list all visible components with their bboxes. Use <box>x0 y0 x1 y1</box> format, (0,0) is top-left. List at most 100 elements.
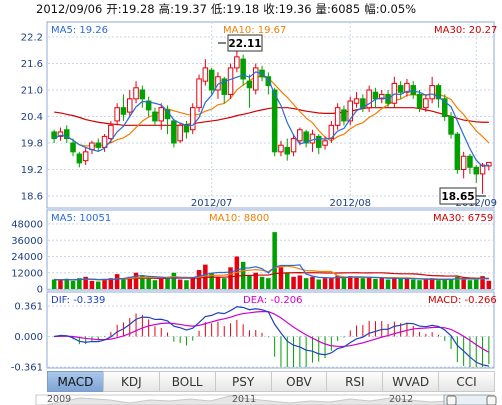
macd-y-tick-label: -0.361 <box>11 363 43 374</box>
macd-y-tick-label: 0.361 <box>14 302 43 313</box>
tab-macd[interactable]: MACD <box>47 371 104 392</box>
price-y-tick-label: 21.0 <box>21 86 43 97</box>
volume-bar <box>51 279 57 289</box>
volume-bar <box>329 277 334 289</box>
volume-bar <box>354 276 359 289</box>
candle-body <box>423 98 429 109</box>
volume-bar <box>341 278 347 289</box>
volume-y-ticks: 48000 36000 24000 12000 0 <box>11 220 43 296</box>
volume-bar <box>486 280 492 289</box>
volume-bar <box>436 280 441 289</box>
ma10-line-layer <box>53 75 490 147</box>
volume-ma5-line <box>54 264 489 281</box>
tab-cci[interactable]: CCI <box>438 371 495 392</box>
candle-body <box>158 107 165 122</box>
candle-body <box>410 85 417 95</box>
svg-text:22.11: 22.11 <box>228 38 261 50</box>
volume-y-tick-label: 12000 <box>11 268 43 279</box>
macd-legend-dif: DIF: -0.339 <box>51 295 105 306</box>
navigator-year-2012: 2012 <box>389 394 413 405</box>
candle-body <box>429 85 435 100</box>
volume-bar <box>209 272 214 289</box>
candle-body <box>372 91 379 100</box>
candle-body <box>391 82 398 104</box>
candle-body <box>353 98 360 104</box>
candle-body <box>284 146 291 155</box>
volume-bar <box>448 278 454 289</box>
navigator-left-handle[interactable] <box>446 395 457 405</box>
candle-body <box>108 124 114 140</box>
dea-line <box>54 310 490 353</box>
volume-bar <box>366 276 372 289</box>
volume-bar <box>284 272 290 289</box>
volume-bar <box>417 280 422 289</box>
volume-bar <box>404 278 410 289</box>
volume-bar <box>102 279 107 289</box>
candle-body <box>202 67 209 82</box>
candle-body <box>183 124 190 133</box>
volume-bar <box>171 272 177 289</box>
navigator-right-handle[interactable] <box>486 395 497 405</box>
volume-bar <box>108 278 114 289</box>
candle-body <box>271 89 278 153</box>
macd-y-tick-label: 0.000 <box>14 332 43 343</box>
volume-bar <box>410 279 416 289</box>
candle-body <box>435 85 442 100</box>
candle-body <box>82 151 89 162</box>
candle-body <box>114 107 120 122</box>
dif-line <box>54 306 489 367</box>
candle-body <box>70 142 76 153</box>
candle-body <box>145 100 152 111</box>
candle-body <box>341 109 347 122</box>
candle-body <box>133 87 139 100</box>
high-annotation: 22.11 <box>218 34 263 52</box>
price-y-tick-label: 21.6 <box>21 59 43 70</box>
volume-bar <box>95 281 101 289</box>
macd-lines <box>54 306 490 367</box>
tab-psy[interactable]: PSY <box>214 371 272 392</box>
tab-kdj[interactable]: KDJ <box>102 371 160 392</box>
svg-text:18.65: 18.65 <box>441 191 474 203</box>
candle-body <box>441 98 448 118</box>
navigator-year-2011: 2011 <box>232 394 256 405</box>
volume-bar <box>423 279 429 289</box>
volume-bar <box>455 276 460 289</box>
candle-body <box>139 89 146 100</box>
candle-body <box>454 133 461 171</box>
indicator-tabs: MACD KDJ BOLL PSY OBV RSI WVAD CCI <box>47 371 495 392</box>
tab-rsi[interactable]: RSI <box>326 371 384 392</box>
volume-bar <box>266 278 271 289</box>
price-panel-frame <box>46 21 495 209</box>
tab-obv[interactable]: OBV <box>270 371 328 392</box>
candle-body <box>63 129 70 140</box>
tab-wvad[interactable]: WVAD <box>382 371 440 392</box>
volume-bar <box>114 274 120 289</box>
volume-bar <box>77 278 82 289</box>
candle-body <box>152 111 158 122</box>
volume-bar <box>310 276 315 289</box>
candle-body <box>278 144 284 153</box>
volume-legend-ma10: MA10: 8800 <box>209 213 269 224</box>
candle-body <box>297 129 303 142</box>
volume-bar <box>89 280 95 289</box>
candle-body <box>171 120 177 144</box>
candle-body <box>460 155 467 170</box>
tab-boll[interactable]: BOLL <box>158 371 216 392</box>
candle-body <box>479 164 486 175</box>
volume-bar <box>58 280 63 289</box>
volume-bar <box>303 278 309 289</box>
volume-bar <box>392 277 397 289</box>
header-quote: 2012/09/06 开:19.28 高:19.37 低:19.18 收:19.36 量:… <box>36 2 416 16</box>
volume-bar <box>347 276 353 289</box>
volume-y-tick-label: 24000 <box>11 252 43 263</box>
price-y-ticks: 22.2 21.6 21.0 20.4 19.8 19.2 18.6 <box>21 33 43 203</box>
macd-panel-frame <box>46 291 495 369</box>
volume-bar <box>335 275 340 289</box>
candle-body <box>240 58 246 80</box>
volume-legend-ma5: MA5: 10051 <box>51 213 111 224</box>
candle-body <box>76 153 83 164</box>
candle-body <box>303 131 309 144</box>
volume-y-tick-label: 36000 <box>11 236 43 247</box>
ma5-line-layer <box>53 71 489 168</box>
